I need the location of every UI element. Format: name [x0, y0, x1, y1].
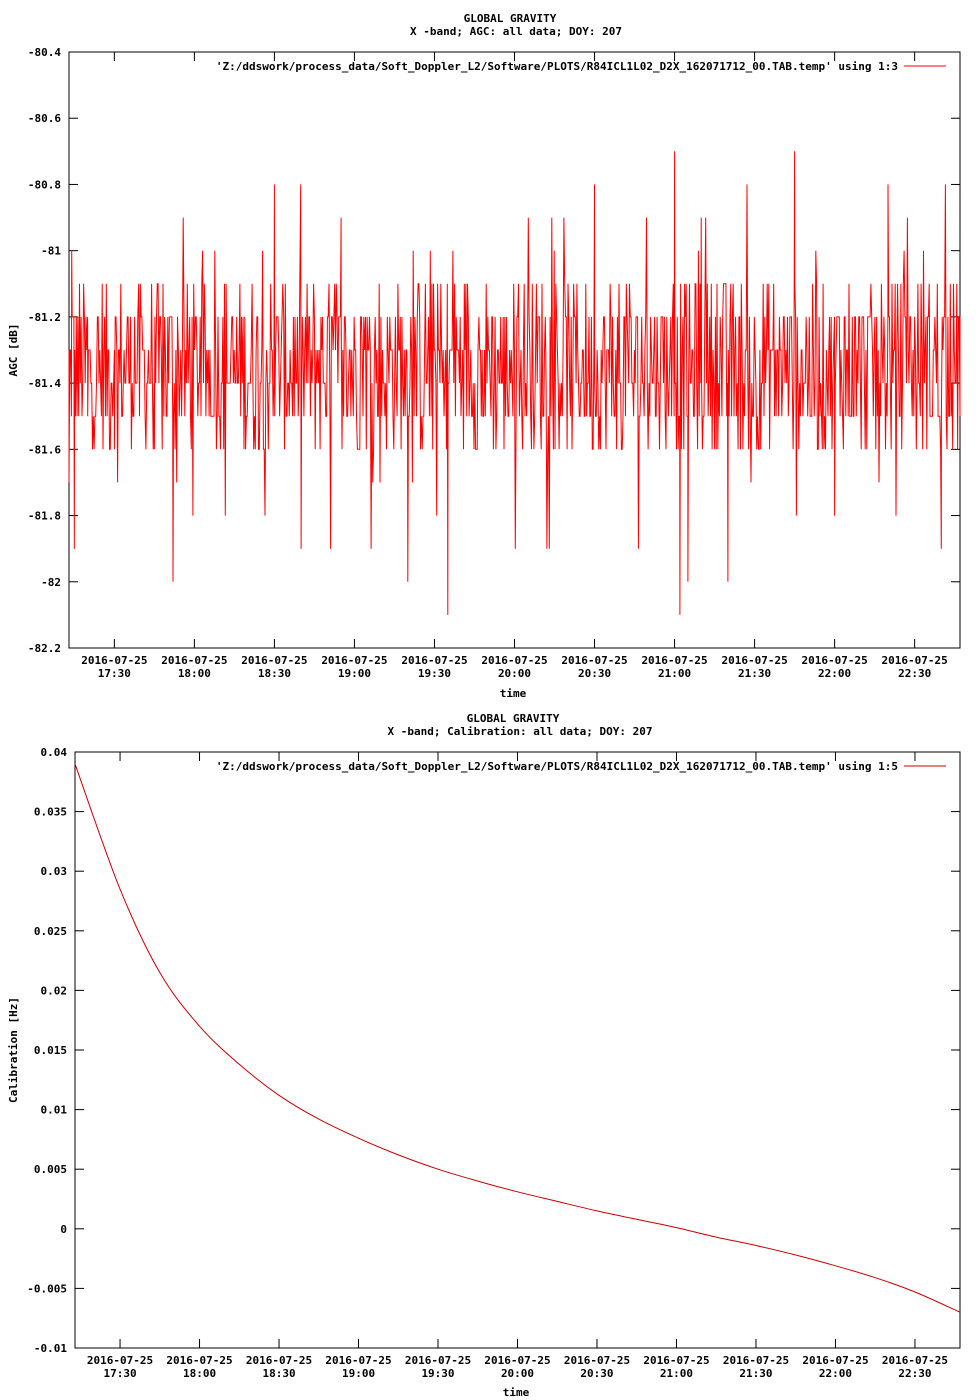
y-tick-label: 0.025 — [34, 925, 67, 938]
x-axis-ticks: 2016-07-2517:302016-07-2518:002016-07-25… — [81, 52, 948, 680]
x-tick-label-date: 2016-07-25 — [481, 654, 547, 667]
x-tick-label-time: 22:00 — [818, 667, 851, 680]
y-tick-label: -82.2 — [28, 642, 61, 655]
x-tick-label-date: 2016-07-25 — [241, 654, 307, 667]
y-axis-ticks: -80.4 -80.6 -80.8 -81 -81.2 -81.4 -81.6 -81.8 -8… — [28, 46, 960, 655]
chart-panel-calibration: GLOBAL GRAVITY X -band; Calibration: all… — [7, 712, 961, 1399]
y-tick-label: 0.035 — [34, 806, 67, 819]
x-tick-label-date: 2016-07-25 — [401, 654, 467, 667]
y-tick-label: -81.6 — [28, 443, 61, 456]
series-group — [68, 151, 961, 615]
legend-entry-label: 'Z:/ddswork/process_data/Soft_Doppler_L2… — [216, 760, 898, 773]
x-tick-label-time: 19:30 — [418, 667, 451, 680]
series-group — [74, 763, 961, 1313]
x-tick-label-date: 2016-07-25 — [641, 654, 707, 667]
chart-title: GLOBAL GRAVITY — [467, 712, 560, 725]
y-tick-label: -81 — [41, 245, 61, 258]
y-axis-ticks: 0.04 0.035 0.03 0.025 0.02 0.015 0.01 0.005 0 -0.… — [27, 746, 960, 1355]
y-tick-label: 0.04 — [41, 746, 68, 759]
x-tick-label-date: 2016-07-25 — [561, 654, 627, 667]
series-line — [74, 763, 961, 1313]
x-tick-label-time: 19:00 — [338, 667, 371, 680]
y-tick-label: -80.4 — [28, 46, 61, 59]
x-tick-label-date: 2016-07-25 — [166, 1354, 232, 1367]
y-axis-label: AGC [dB] — [7, 324, 20, 377]
y-tick-label: 0.02 — [41, 984, 68, 997]
y-tick-label: -81.2 — [28, 311, 61, 324]
chart-subtitle: X -band; AGC: all data; DOY: 207 — [410, 25, 622, 38]
y-tick-label: 0.03 — [41, 865, 68, 878]
x-tick-label-time: 22:00 — [819, 1367, 852, 1380]
x-tick-label-date: 2016-07-25 — [802, 1354, 868, 1367]
y-tick-label: -80.6 — [28, 112, 61, 125]
x-tick-label-date: 2016-07-25 — [643, 1354, 709, 1367]
x-axis-label: time — [503, 1386, 530, 1399]
x-tick-label-date: 2016-07-25 — [87, 1354, 153, 1367]
x-tick-label-time: 22:30 — [898, 667, 931, 680]
y-tick-label: 0.01 — [41, 1104, 68, 1117]
x-tick-label-time: 21:30 — [738, 667, 771, 680]
x-tick-label-time: 20:30 — [578, 667, 611, 680]
y-tick-label: 0.015 — [34, 1044, 67, 1057]
x-tick-label-time: 18:30 — [258, 667, 291, 680]
legend: 'Z:/ddswork/process_data/Soft_Doppler_L2… — [216, 60, 946, 73]
x-tick-label-time: 18:00 — [178, 667, 211, 680]
x-tick-label-time: 20:00 — [498, 667, 531, 680]
x-tick-label-date: 2016-07-25 — [721, 654, 787, 667]
x-tick-label-date: 2016-07-25 — [484, 1354, 550, 1367]
x-tick-label-time: 21:30 — [739, 1367, 772, 1380]
y-tick-label: -81.8 — [28, 510, 61, 523]
x-axis-ticks: 2016-07-2517:302016-07-2518:002016-07-25… — [87, 752, 948, 1380]
x-tick-label-time: 21:00 — [660, 1367, 693, 1380]
legend-entry-label: 'Z:/ddswork/process_data/Soft_Doppler_L2… — [216, 60, 898, 73]
chart-subtitle: X -band; Calibration: all data; DOY: 207 — [388, 725, 653, 738]
series-line — [68, 151, 961, 615]
x-tick-label-date: 2016-07-25 — [325, 1354, 391, 1367]
x-tick-label-time: 17:30 — [103, 1367, 136, 1380]
chart-title: GLOBAL GRAVITY — [464, 12, 557, 25]
x-tick-label-time: 18:00 — [183, 1367, 216, 1380]
x-tick-label-date: 2016-07-25 — [161, 654, 227, 667]
y-tick-label: 0 — [60, 1223, 67, 1236]
x-tick-label-date: 2016-07-25 — [802, 654, 868, 667]
plot-area — [74, 751, 961, 1349]
x-tick-label-date: 2016-07-25 — [321, 654, 387, 667]
legend: 'Z:/ddswork/process_data/Soft_Doppler_L2… — [216, 760, 946, 773]
y-tick-label: 0.005 — [34, 1163, 67, 1176]
x-tick-label-time: 17:30 — [98, 667, 131, 680]
y-tick-label: -0.01 — [34, 1342, 67, 1355]
x-tick-label-time: 18:30 — [262, 1367, 295, 1380]
x-tick-label-date: 2016-07-25 — [723, 1354, 789, 1367]
x-tick-label-time: 20:30 — [580, 1367, 613, 1380]
x-tick-label-date: 2016-07-25 — [882, 654, 948, 667]
y-tick-label: -0.005 — [27, 1282, 67, 1295]
x-tick-label-date: 2016-07-25 — [882, 1354, 948, 1367]
x-axis-label: time — [500, 687, 527, 700]
x-tick-label-time: 19:30 — [421, 1367, 454, 1380]
y-axis-label: Calibration [Hz] — [7, 997, 20, 1103]
x-tick-label-time: 21:00 — [658, 667, 691, 680]
chart-panel-agc: GLOBAL GRAVITY X -band; AGC: all data; D… — [7, 12, 961, 700]
y-tick-label: -80.8 — [28, 178, 61, 191]
x-tick-label-date: 2016-07-25 — [405, 1354, 471, 1367]
x-tick-label-time: 22:30 — [898, 1367, 931, 1380]
y-tick-label: -82 — [41, 576, 61, 589]
x-tick-label-date: 2016-07-25 — [81, 654, 147, 667]
y-tick-label: -81.4 — [28, 377, 61, 390]
x-tick-label-date: 2016-07-25 — [246, 1354, 312, 1367]
x-tick-label-time: 19:00 — [342, 1367, 375, 1380]
x-tick-label-date: 2016-07-25 — [564, 1354, 630, 1367]
x-tick-label-time: 20:00 — [501, 1367, 534, 1380]
